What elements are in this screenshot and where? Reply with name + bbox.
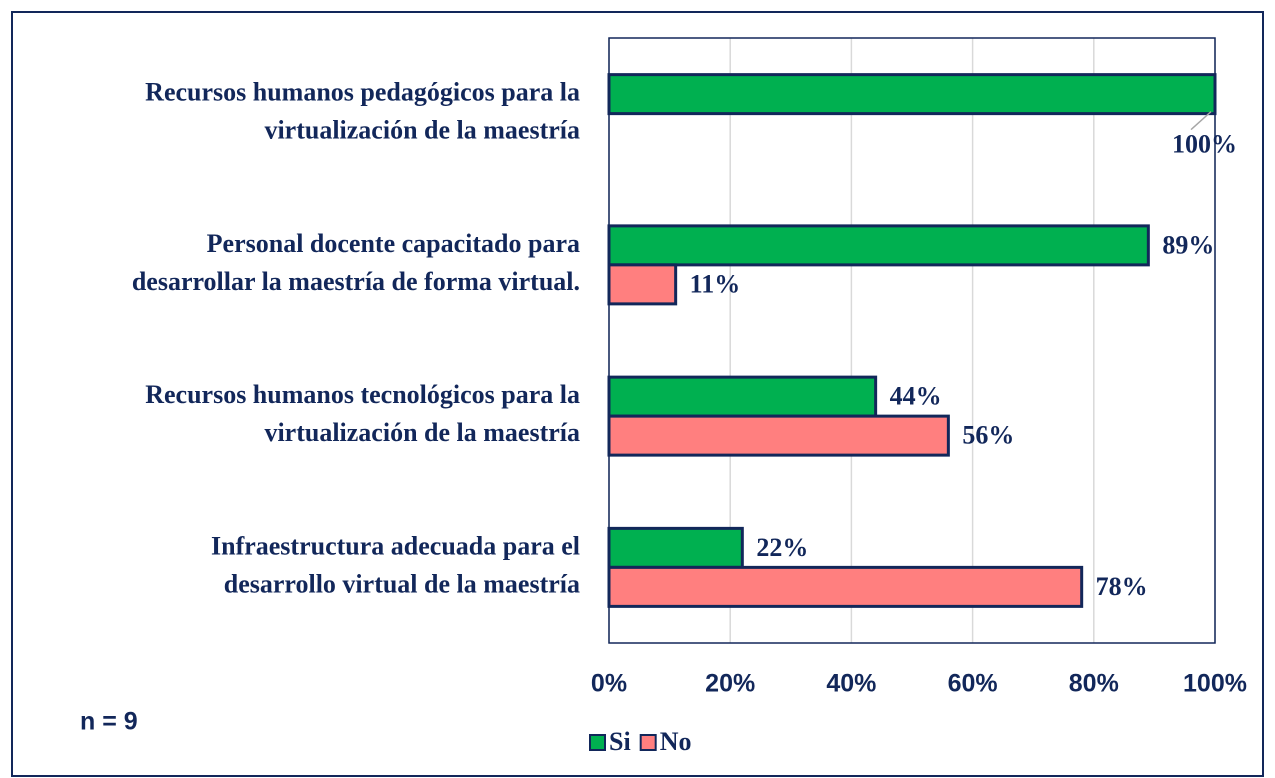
x-tick-label: 20% — [705, 670, 755, 698]
legend-swatch — [639, 734, 657, 751]
value-label: 56% — [962, 421, 1014, 450]
category-label: virtualización de la maestría — [264, 116, 580, 145]
annotation: n = 9 — [80, 708, 138, 736]
value-label: 22% — [756, 533, 808, 562]
value-label: 78% — [1096, 572, 1148, 601]
bar — [607, 414, 950, 457]
bar — [607, 375, 878, 418]
x-tick-label: 80% — [1069, 670, 1119, 698]
x-tick-label: 40% — [826, 670, 876, 698]
legend-label: Si — [609, 727, 631, 756]
category-label: desarrollar la maestría de forma virtual… — [132, 267, 580, 296]
plot-frame — [608, 37, 1216, 644]
leader-line — [1190, 111, 1212, 131]
bar — [607, 263, 678, 306]
x-tick-label: 0% — [591, 670, 627, 698]
category-label: Personal docente capacitado para — [207, 229, 580, 258]
value-label: 11% — [690, 269, 741, 298]
value-label: 100% — [1172, 130, 1237, 159]
category-label: Infraestructura adecuada para el — [211, 531, 580, 560]
bar — [607, 526, 744, 569]
bar — [607, 73, 1217, 116]
legend-swatch — [589, 734, 606, 751]
value-label: 44% — [890, 382, 942, 411]
category-label: desarrollo virtual de la maestría — [224, 569, 580, 598]
x-tick-label: 100% — [1183, 670, 1247, 698]
bar — [607, 224, 1150, 267]
legend-label: No — [660, 727, 692, 756]
category-label: Recursos humanos tecnológicos para la — [145, 380, 580, 409]
category-label: Recursos humanos pedagógicos para la — [145, 78, 580, 107]
chart-frame — [11, 11, 1264, 777]
category-label: virtualización de la maestría — [264, 418, 580, 447]
x-tick-label: 60% — [948, 670, 998, 698]
bar — [607, 565, 1084, 608]
value-label: 89% — [1162, 230, 1214, 259]
